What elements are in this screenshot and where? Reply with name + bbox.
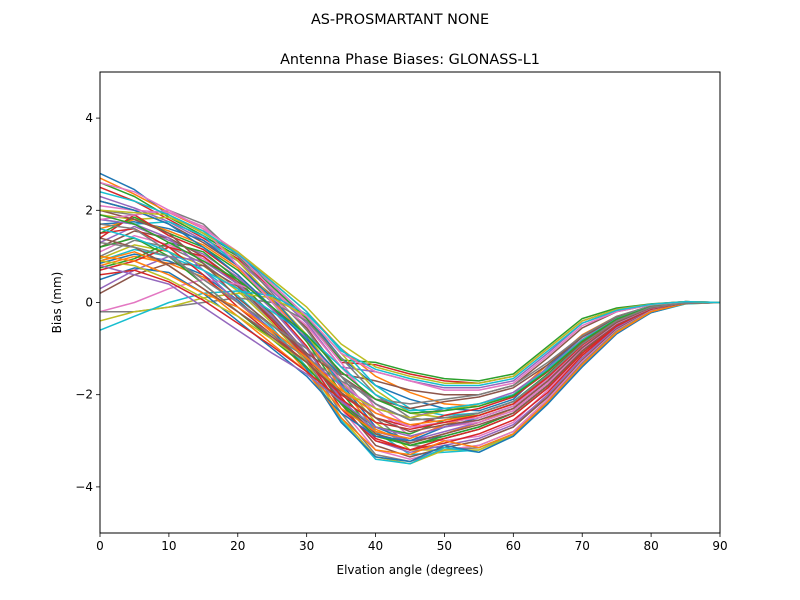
y-tick-label: 2 (85, 203, 93, 217)
y-tick-label: −4 (75, 480, 93, 494)
series-line-22 (100, 255, 720, 456)
y-tick-label: 4 (85, 111, 93, 125)
x-tick-label: 40 (368, 539, 383, 553)
x-tick-label: 70 (575, 539, 590, 553)
x-tick-label: 10 (161, 539, 176, 553)
series-line-47 (100, 181, 720, 391)
x-tick-label: 0 (96, 539, 104, 553)
x-tick-label: 20 (230, 539, 245, 553)
x-tick-label: 80 (643, 539, 658, 553)
series-line-36 (100, 209, 720, 410)
series-line-15 (100, 225, 720, 454)
x-tick-label: 60 (506, 539, 521, 553)
x-tick-label: 50 (437, 539, 452, 553)
series-line-48 (100, 241, 720, 421)
series-line-38 (100, 223, 720, 405)
series-layer (100, 172, 720, 465)
series-line-50 (100, 191, 720, 387)
series-line-24 (100, 246, 720, 451)
y-axis: −4 −2 0 2 4 (75, 111, 100, 494)
x-axis-label: Elvation angle (degrees) (337, 563, 484, 577)
series-line-17 (100, 234, 720, 460)
y-tick-label: −2 (75, 388, 93, 402)
series-line-43 (100, 214, 720, 414)
x-tick-label: 30 (299, 539, 314, 553)
y-axis-label: Bias (mm) (50, 272, 64, 334)
series-line-26 (100, 262, 720, 444)
x-axis: 0 10 20 30 40 50 60 70 80 90 (96, 533, 728, 553)
y-tick-label: 0 (85, 296, 93, 310)
series-line-49 (100, 209, 720, 384)
series-line-46 (100, 237, 720, 433)
chart-title: Antenna Phase Biases: GLONASS-L1 (280, 52, 540, 68)
figure-suptitle: AS-PROSMARTANT NONE (311, 12, 489, 28)
x-tick-label: 90 (712, 539, 727, 553)
